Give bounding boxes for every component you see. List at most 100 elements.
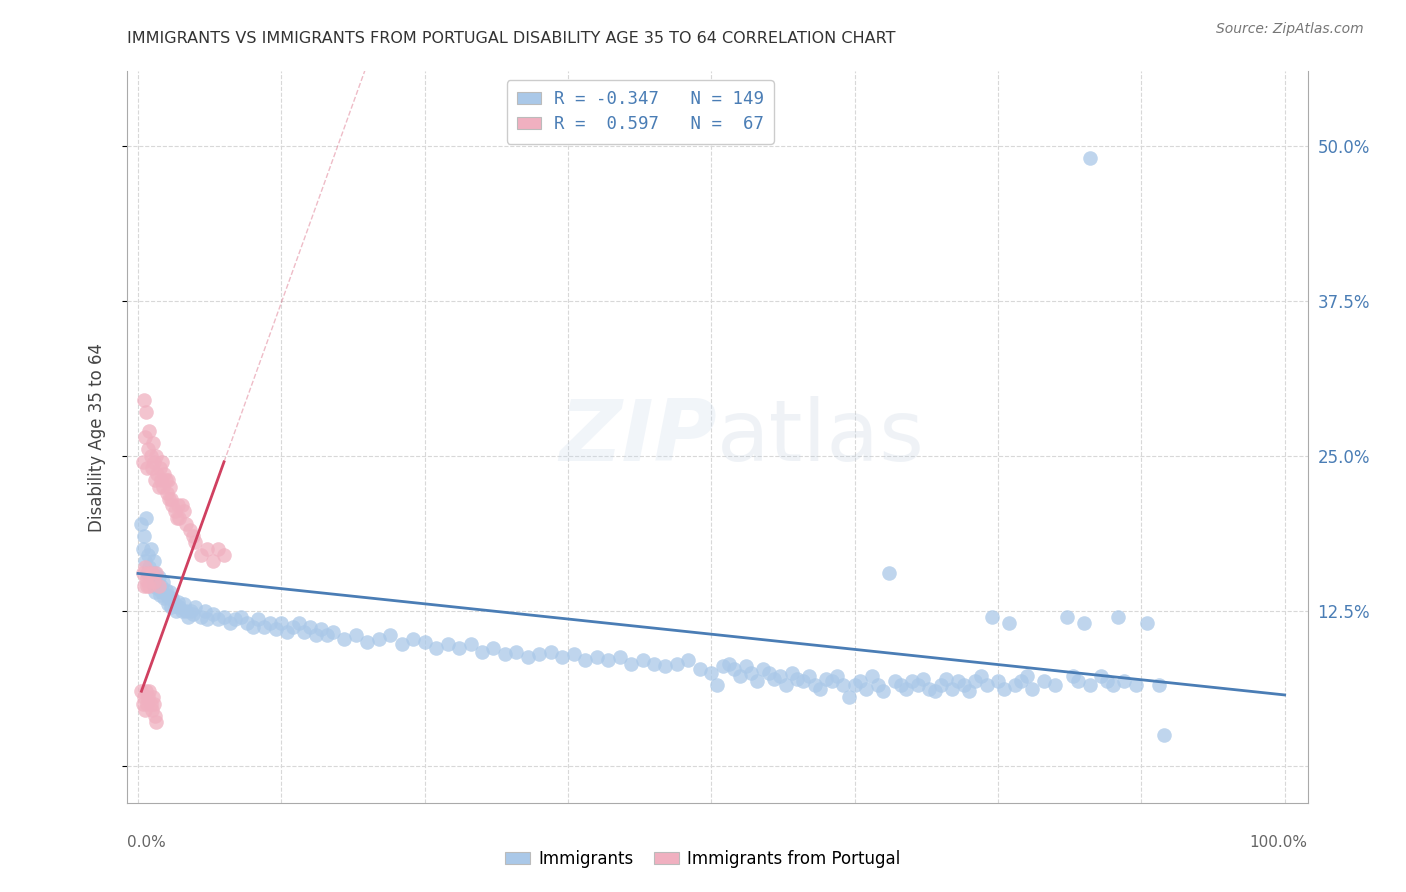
Point [134, 554, 156, 568]
Point [896, 681, 918, 696]
Point [201, 554, 224, 568]
Point [723, 662, 745, 676]
Point [1067, 674, 1090, 689]
Point [157, 591, 180, 606]
Point [212, 548, 235, 562]
Point [139, 697, 162, 711]
Point [218, 615, 240, 630]
Point [643, 657, 665, 671]
Point [149, 461, 172, 475]
Point [1095, 674, 1118, 689]
Point [918, 681, 941, 696]
Point [142, 690, 165, 705]
Point [1147, 678, 1170, 692]
Point [184, 599, 207, 614]
Point [270, 615, 292, 630]
Point [236, 615, 259, 630]
Point [740, 665, 762, 680]
Point [159, 585, 181, 599]
Point [141, 703, 163, 717]
Point [145, 575, 167, 590]
Point [1136, 615, 1159, 630]
Point [734, 659, 756, 673]
Point [143, 554, 166, 568]
Point [136, 690, 159, 705]
Point [311, 622, 333, 636]
Text: ZIP: ZIP [560, 395, 717, 479]
Point [356, 634, 378, 648]
Point [181, 607, 204, 622]
Point [201, 607, 224, 622]
Point [797, 669, 820, 683]
Point [141, 461, 163, 475]
Point [1056, 610, 1078, 624]
Point [540, 644, 562, 658]
Point [167, 498, 190, 512]
Point [138, 560, 160, 574]
Point [146, 467, 169, 482]
Point [322, 624, 344, 639]
Point [957, 684, 980, 698]
Point [132, 392, 155, 407]
Point [148, 480, 170, 494]
Point [1090, 669, 1112, 683]
Point [136, 697, 159, 711]
Point [162, 591, 184, 606]
Point [135, 510, 157, 524]
Text: atlas: atlas [717, 395, 925, 479]
Point [156, 474, 179, 488]
Text: Source: ZipAtlas.com: Source: ZipAtlas.com [1216, 22, 1364, 37]
Point [134, 560, 156, 574]
Point [758, 665, 780, 680]
Point [391, 637, 413, 651]
Point [212, 610, 235, 624]
Point [195, 541, 218, 556]
Point [1114, 674, 1136, 689]
Point [141, 566, 163, 581]
Point [316, 628, 339, 642]
Point [883, 674, 905, 689]
Point [574, 653, 596, 667]
Point [929, 678, 952, 692]
Point [585, 649, 607, 664]
Point [139, 541, 162, 556]
Text: IMMIGRANTS VS IMMIGRANTS FROM PORTUGAL DISABILITY AGE 35 TO 64 CORRELATION CHART: IMMIGRANTS VS IMMIGRANTS FROM PORTUGAL D… [127, 31, 896, 46]
Point [169, 599, 191, 614]
Point [998, 615, 1021, 630]
Point [763, 672, 786, 686]
Point [132, 529, 155, 543]
Point [253, 620, 276, 634]
Point [1101, 678, 1123, 692]
Point [529, 647, 551, 661]
Point [1073, 615, 1095, 630]
Point [1032, 674, 1054, 689]
Point [163, 598, 186, 612]
Point [821, 674, 844, 689]
Point [728, 669, 751, 683]
Point [136, 566, 159, 581]
Point [1015, 669, 1038, 683]
Point [1004, 678, 1026, 692]
Point [173, 598, 195, 612]
Point [242, 620, 264, 634]
Point [901, 674, 924, 689]
Point [1045, 678, 1067, 692]
Point [149, 579, 172, 593]
Point [224, 612, 246, 626]
Point [305, 628, 328, 642]
Point [155, 474, 177, 488]
Point [367, 632, 389, 647]
Point [142, 573, 165, 587]
Point [907, 678, 929, 692]
Point [231, 610, 253, 624]
Point [717, 657, 740, 671]
Point [148, 570, 170, 584]
Point [333, 632, 356, 647]
Point [181, 529, 204, 543]
Point [747, 674, 769, 689]
Point [711, 659, 734, 673]
Point [808, 681, 831, 696]
Point [654, 659, 676, 673]
Point [562, 647, 585, 661]
Point [148, 579, 170, 593]
